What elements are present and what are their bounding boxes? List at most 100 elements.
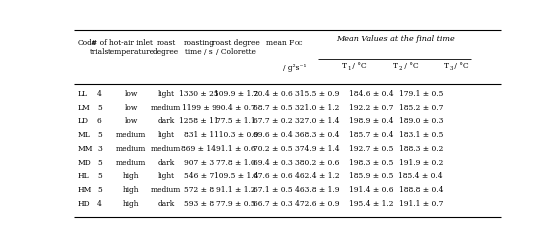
Text: 184.6 ± 0.4: 184.6 ± 0.4 (349, 90, 394, 98)
Text: 1: 1 (347, 65, 351, 71)
Text: 91.1 ± 0.6: 91.1 ± 0.6 (216, 145, 256, 153)
Text: 831 ± 1: 831 ± 1 (184, 131, 214, 139)
Text: dark: dark (158, 200, 174, 208)
Text: LM: LM (78, 104, 91, 112)
Text: Code: Code (78, 39, 97, 47)
Text: medium: medium (116, 131, 146, 139)
Text: 183.1 ± 0.5: 183.1 ± 0.5 (399, 131, 443, 139)
Text: 70.4 ± 0.6: 70.4 ± 0.6 (253, 90, 292, 98)
Text: 195.4 ± 1.2: 195.4 ± 1.2 (349, 200, 393, 208)
Text: 69.6 ± 0.4: 69.6 ± 0.4 (253, 131, 292, 139)
Text: 179.1 ± 0.5: 179.1 ± 0.5 (399, 90, 443, 98)
Text: 546 ± 7: 546 ± 7 (184, 172, 214, 180)
Text: T: T (444, 62, 449, 70)
Text: 191.1 ± 0.7: 191.1 ± 0.7 (399, 200, 443, 208)
Text: medium: medium (116, 145, 146, 153)
Text: mean F: mean F (266, 39, 294, 47)
Text: 70.2 ± 0.5: 70.2 ± 0.5 (253, 145, 292, 153)
Text: 67.7 ± 0.2: 67.7 ± 0.2 (253, 118, 292, 125)
Text: 462.4 ± 1.2: 462.4 ± 1.2 (295, 172, 340, 180)
Text: 185.4 ± 0.4: 185.4 ± 0.4 (399, 172, 443, 180)
Text: 593 ± 8: 593 ± 8 (184, 200, 214, 208)
Text: 463.8 ± 1.9: 463.8 ± 1.9 (295, 186, 340, 194)
Text: 109.5 ± 1.4: 109.5 ± 1.4 (214, 172, 258, 180)
Text: light: light (158, 90, 174, 98)
Text: light: light (158, 131, 174, 139)
Text: 67.6 ± 0.6: 67.6 ± 0.6 (253, 172, 292, 180)
Text: 380.2 ± 0.6: 380.2 ± 0.6 (296, 158, 340, 167)
Text: / °C: / °C (452, 62, 469, 70)
Text: 68.7 ± 0.5: 68.7 ± 0.5 (253, 104, 292, 112)
Text: 374.9 ± 1.4: 374.9 ± 1.4 (295, 145, 340, 153)
Text: 192.7 ± 0.5: 192.7 ± 0.5 (349, 145, 393, 153)
Text: roast degree
/ Colorette: roast degree / Colorette (212, 39, 260, 56)
Text: HD: HD (78, 200, 91, 208)
Text: 191.9 ± 0.2: 191.9 ± 0.2 (399, 158, 443, 167)
Text: MM: MM (78, 145, 93, 153)
Text: 321.0 ± 1.2: 321.0 ± 1.2 (296, 104, 340, 112)
Text: dark: dark (158, 118, 174, 125)
Text: 185.9 ± 0.5: 185.9 ± 0.5 (349, 172, 393, 180)
Text: / g²s⁻¹: / g²s⁻¹ (283, 64, 307, 72)
Text: 69.4 ± 0.3: 69.4 ± 0.3 (253, 158, 292, 167)
Text: HL: HL (78, 172, 89, 180)
Text: Mean Values at the final time: Mean Values at the final time (336, 35, 454, 43)
Text: 4: 4 (97, 90, 102, 98)
Text: 4: 4 (97, 200, 102, 208)
Text: 368.3 ± 0.4: 368.3 ± 0.4 (295, 131, 340, 139)
Text: 66.7 ± 0.3: 66.7 ± 0.3 (253, 200, 292, 208)
Text: MD: MD (78, 158, 92, 167)
Text: 77.5 ± 1.1: 77.5 ± 1.1 (216, 118, 256, 125)
Text: 5: 5 (97, 104, 102, 112)
Text: light: light (158, 172, 174, 180)
Text: roast
degree: roast degree (153, 39, 179, 56)
Text: 90.4 ± 0.7: 90.4 ± 0.7 (216, 104, 256, 112)
Text: low: low (125, 104, 138, 112)
Text: medium: medium (151, 186, 181, 194)
Text: 5: 5 (97, 131, 102, 139)
Text: 198.3 ± 0.5: 198.3 ± 0.5 (349, 158, 393, 167)
Text: 109.9 ± 1.2: 109.9 ± 1.2 (214, 90, 258, 98)
Text: roasting
time / s: roasting time / s (183, 39, 215, 56)
Text: T: T (342, 62, 347, 70)
Text: 869 ± 14: 869 ± 14 (182, 145, 216, 153)
Text: 91.1 ± 1.2: 91.1 ± 1.2 (216, 186, 256, 194)
Text: 5: 5 (97, 172, 102, 180)
Text: 6: 6 (97, 118, 102, 125)
Text: 5: 5 (97, 158, 102, 167)
Text: / °C: / °C (401, 62, 418, 70)
Text: dark: dark (158, 158, 174, 167)
Text: LD: LD (78, 118, 89, 125)
Text: low: low (125, 118, 138, 125)
Text: 572 ± 8: 572 ± 8 (184, 186, 214, 194)
Text: # of
trials: # of trials (89, 39, 109, 56)
Text: 185.2 ± 0.7: 185.2 ± 0.7 (399, 104, 443, 112)
Text: high: high (123, 186, 140, 194)
Text: T: T (394, 62, 399, 70)
Text: 188.3 ± 0.2: 188.3 ± 0.2 (399, 145, 443, 153)
Text: ML: ML (78, 131, 91, 139)
Text: 77.8 ± 1.0: 77.8 ± 1.0 (216, 158, 256, 167)
Text: 3: 3 (450, 65, 453, 71)
Text: 67.1 ± 0.5: 67.1 ± 0.5 (253, 186, 292, 194)
Text: 2: 2 (399, 65, 402, 71)
Text: medium: medium (151, 104, 181, 112)
Text: 1258 ± 11: 1258 ± 11 (179, 118, 219, 125)
Text: 110.3 ± 0.9: 110.3 ± 0.9 (214, 131, 258, 139)
Text: 191.4 ± 0.6: 191.4 ± 0.6 (349, 186, 393, 194)
Text: LL: LL (78, 90, 88, 98)
Text: 315.5 ± 0.9: 315.5 ± 0.9 (296, 90, 340, 98)
Text: 192.2 ± 0.7: 192.2 ± 0.7 (349, 104, 393, 112)
Text: / °C: / °C (350, 62, 367, 70)
Text: 472.6 ± 0.9: 472.6 ± 0.9 (295, 200, 340, 208)
Text: high: high (123, 200, 140, 208)
Text: hot-air inlet
temperature: hot-air inlet temperature (108, 39, 155, 56)
Text: 185.7 ± 0.4: 185.7 ± 0.4 (349, 131, 393, 139)
Text: 907 ± 3: 907 ± 3 (184, 158, 214, 167)
Text: 77.9 ± 0.5: 77.9 ± 0.5 (216, 200, 256, 208)
Text: OC: OC (294, 41, 303, 46)
Text: HM: HM (78, 186, 92, 194)
Text: medium: medium (116, 158, 146, 167)
Text: medium: medium (151, 145, 181, 153)
Text: 1330 ± 25: 1330 ± 25 (179, 90, 219, 98)
